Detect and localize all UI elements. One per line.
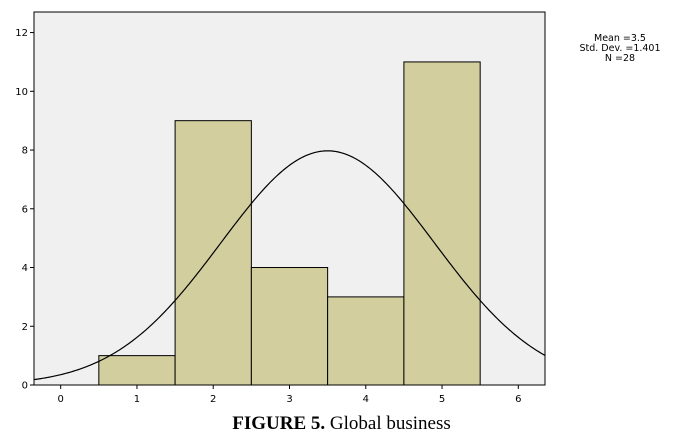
x-tick-label: 4 [363,394,369,405]
normal-curve [33,150,546,381]
y-tick-label: 0 [22,381,28,392]
std-dev-label: Std. Dev. =1.401 [579,43,661,54]
mean-label: Mean =3.5 [594,33,646,44]
y-tick-label: 4 [22,263,28,274]
x-tick-label: 0 [58,394,64,405]
histogram-bar [327,296,405,386]
figure-caption-text: Global business [325,413,451,434]
y-tick-label: 12 [15,28,28,39]
histogram-bar [250,267,329,386]
x-tick-label: 2 [210,394,216,405]
y-tick-label: 10 [15,87,28,98]
y-tick-label: 6 [22,204,28,215]
figure-caption-label: FIGURE 5. [232,413,326,434]
histogram-bar [403,61,481,386]
y-axis: 0 2 4 6 8 10 12 [15,28,34,392]
x-tick-label: 6 [515,394,521,405]
y-tick-label: 2 [22,322,28,333]
stats-box: Mean =3.5 Std. Dev. =1.401 N =28 [570,34,670,64]
n-label: N =28 [604,53,636,64]
bars [98,61,481,386]
x-tick-label: 3 [286,394,292,405]
histogram-bar [98,355,176,386]
x-tick-label: 1 [134,394,140,405]
x-axis: 0 1 2 3 4 5 6 [58,385,521,405]
y-tick-label: 8 [22,146,28,157]
figure-caption: FIGURE 5. Global business [0,413,683,435]
x-tick-label: 5 [439,394,445,405]
